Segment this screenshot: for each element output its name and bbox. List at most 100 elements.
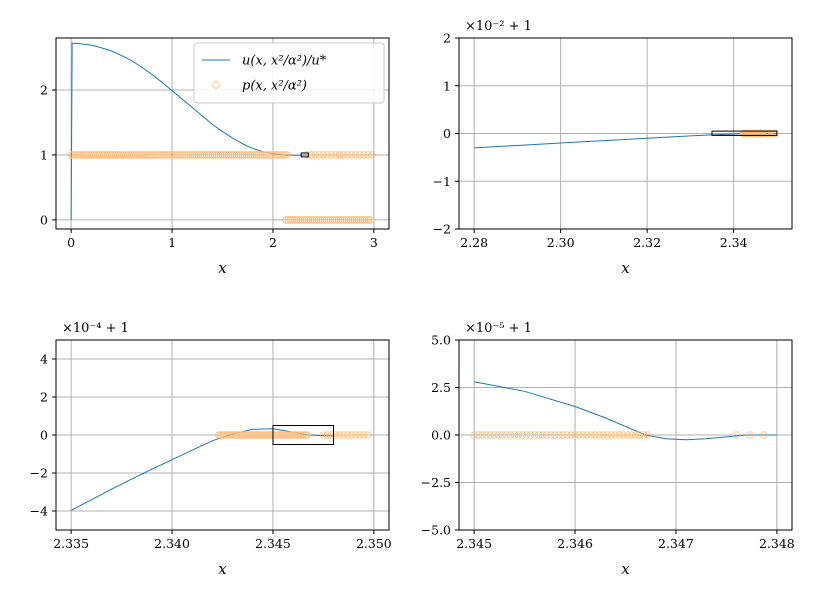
y-tick-label: 1 <box>40 147 48 162</box>
x-axis-label: x <box>621 560 630 578</box>
data-point <box>326 216 335 224</box>
data-point <box>363 216 371 224</box>
plot-area <box>470 381 777 441</box>
data-point <box>166 151 174 159</box>
data-point <box>234 151 243 159</box>
data-point <box>282 216 290 224</box>
data-point <box>306 216 315 224</box>
data-point <box>83 151 92 159</box>
data-point <box>164 151 172 159</box>
data-point <box>518 431 527 439</box>
series-markers <box>214 431 372 439</box>
plot-area <box>67 42 376 224</box>
data-point <box>339 151 348 159</box>
y-tick-label: 0 <box>443 126 451 141</box>
data-point <box>115 151 124 159</box>
data-point <box>308 216 317 224</box>
data-point <box>506 431 515 439</box>
data-point <box>316 216 325 224</box>
data-point <box>302 216 311 224</box>
data-point <box>355 431 364 439</box>
data-point <box>259 151 267 159</box>
data-point <box>350 216 359 224</box>
data-point <box>107 151 116 159</box>
data-point <box>310 216 319 224</box>
data-point <box>762 129 770 138</box>
data-point <box>275 151 283 159</box>
data-point <box>218 151 227 159</box>
data-point <box>89 151 98 159</box>
data-point <box>77 151 86 159</box>
data-point <box>324 216 333 224</box>
data-point <box>290 216 298 224</box>
data-point <box>244 151 253 159</box>
data-point <box>248 151 257 159</box>
data-point <box>111 151 120 159</box>
data-point <box>158 151 166 159</box>
axis-offset-label: ×10⁻⁵ + 1 <box>465 321 532 336</box>
data-point <box>603 431 612 439</box>
data-point <box>236 151 245 159</box>
data-point <box>534 431 543 439</box>
data-point <box>538 431 547 439</box>
data-point <box>639 431 648 439</box>
data-point <box>498 431 507 439</box>
data-point <box>542 431 551 439</box>
data-point <box>178 151 186 159</box>
data-point <box>71 151 79 159</box>
x-axis-label: x <box>218 560 227 578</box>
data-point <box>87 151 96 159</box>
data-point <box>269 151 277 159</box>
data-point <box>764 129 772 138</box>
data-point <box>343 431 352 439</box>
data-point <box>261 151 269 159</box>
data-point <box>579 431 587 439</box>
data-point <box>319 431 328 439</box>
data-point <box>320 216 329 224</box>
data-point <box>139 151 148 159</box>
data-point <box>368 151 376 159</box>
x-tick-label: 2.30 <box>547 235 575 250</box>
data-point <box>170 151 178 159</box>
data-point <box>348 216 357 224</box>
x-tick-label: 2.34 <box>720 235 748 250</box>
data-point <box>347 151 356 159</box>
data-point <box>745 431 754 439</box>
data-point <box>208 151 217 159</box>
data-point <box>759 431 768 439</box>
data-point <box>172 151 180 159</box>
data-point <box>311 151 320 159</box>
x-tick-label: 2.346 <box>557 536 593 551</box>
data-point <box>85 151 94 159</box>
data-point <box>314 216 323 224</box>
y-tick-label: 1 <box>443 78 451 93</box>
data-point <box>334 216 343 224</box>
data-point <box>758 129 767 138</box>
y-tick-label: 2 <box>443 31 451 46</box>
data-point <box>265 151 273 159</box>
data-point <box>364 151 372 159</box>
data-point <box>273 151 281 159</box>
x-tick-label: 2.28 <box>460 235 488 250</box>
x-tick-label: 2.345 <box>456 536 492 551</box>
data-point <box>186 151 195 159</box>
data-point <box>129 151 138 159</box>
data-point <box>591 431 600 439</box>
data-point <box>732 431 741 439</box>
data-point <box>478 431 487 439</box>
legend-entry-label: u(x, x²/α²)/u* <box>242 54 327 69</box>
data-point <box>150 151 158 159</box>
data-point <box>352 216 361 224</box>
data-point <box>615 431 624 439</box>
data-point <box>304 216 313 224</box>
data-point <box>474 431 482 439</box>
y-tick-label: −1 <box>433 174 451 189</box>
data-point <box>547 431 555 439</box>
series-markers <box>739 129 780 138</box>
series-markers <box>67 151 376 224</box>
data-point <box>127 151 136 159</box>
data-point <box>514 431 523 439</box>
x-axis-label: x <box>621 259 630 277</box>
data-point <box>303 431 312 439</box>
plot-area <box>474 129 780 149</box>
